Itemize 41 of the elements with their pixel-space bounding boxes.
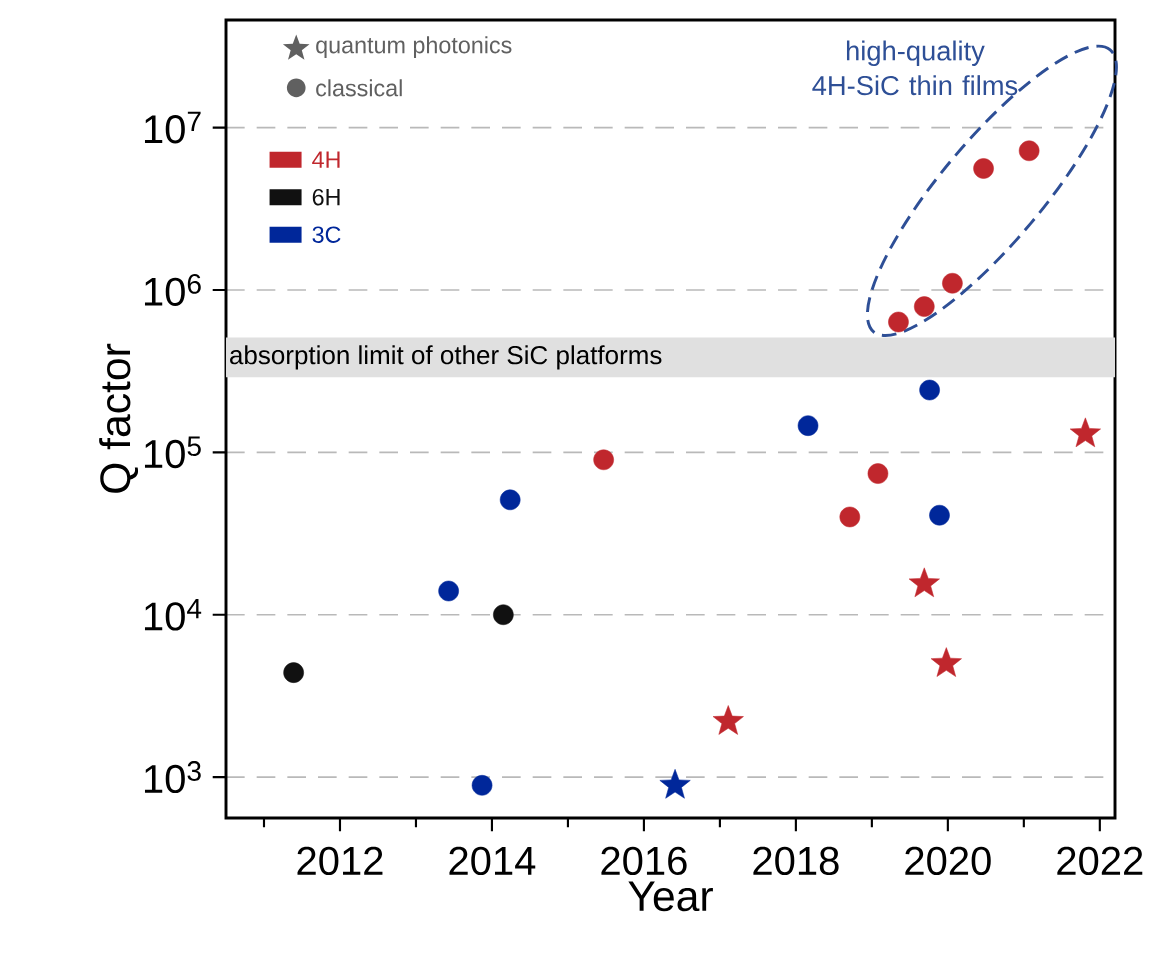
point [493, 604, 514, 625]
annotation: high-quality 4H-SiC thin films [812, 40, 1018, 96]
point [914, 296, 935, 317]
point [908, 567, 940, 598]
point [930, 647, 962, 677]
point [1018, 140, 1040, 162]
legend-label: 4H [312, 151, 340, 168]
point [283, 662, 304, 683]
x-tick-label: 2020 [905, 846, 991, 876]
point [867, 463, 889, 484]
point [797, 415, 819, 436]
x-tick-label: 2012 [297, 846, 383, 876]
point [839, 506, 861, 528]
point [471, 775, 493, 796]
point [1069, 417, 1101, 448]
y-axis-title: Q factor [99, 343, 139, 493]
y-tick-label: 10$^{7}$ [144, 111, 201, 144]
x-tick-label: 2014 [449, 846, 536, 876]
point [929, 504, 950, 526]
x-tick-label: 2018 [753, 846, 839, 876]
point [499, 489, 521, 511]
point [973, 158, 994, 179]
point [942, 272, 963, 294]
point [438, 580, 459, 602]
point [593, 449, 614, 471]
y-tick-label: 10$^{3}$ [144, 761, 201, 794]
y-tick-label: 10$^{4}$ [144, 598, 202, 631]
x-tick-label: 2016 [601, 846, 687, 876]
annotation: classical [316, 79, 402, 97]
annotation: quantum photonics [316, 36, 512, 58]
x-tick-label: 2022 [1057, 846, 1143, 876]
legend-label: 3C [312, 226, 341, 243]
point [888, 311, 909, 333]
band-label: absorption limit of other SiC platforms [230, 345, 662, 370]
point [659, 769, 691, 799]
point [919, 379, 940, 401]
x-axis-title: Year [628, 881, 713, 912]
y-tick-label: 10$^{6}$ [144, 273, 201, 306]
y-tick-label: 10$^{5}$ [144, 436, 201, 469]
point [712, 705, 744, 735]
legend-label: 6H [312, 188, 340, 206]
